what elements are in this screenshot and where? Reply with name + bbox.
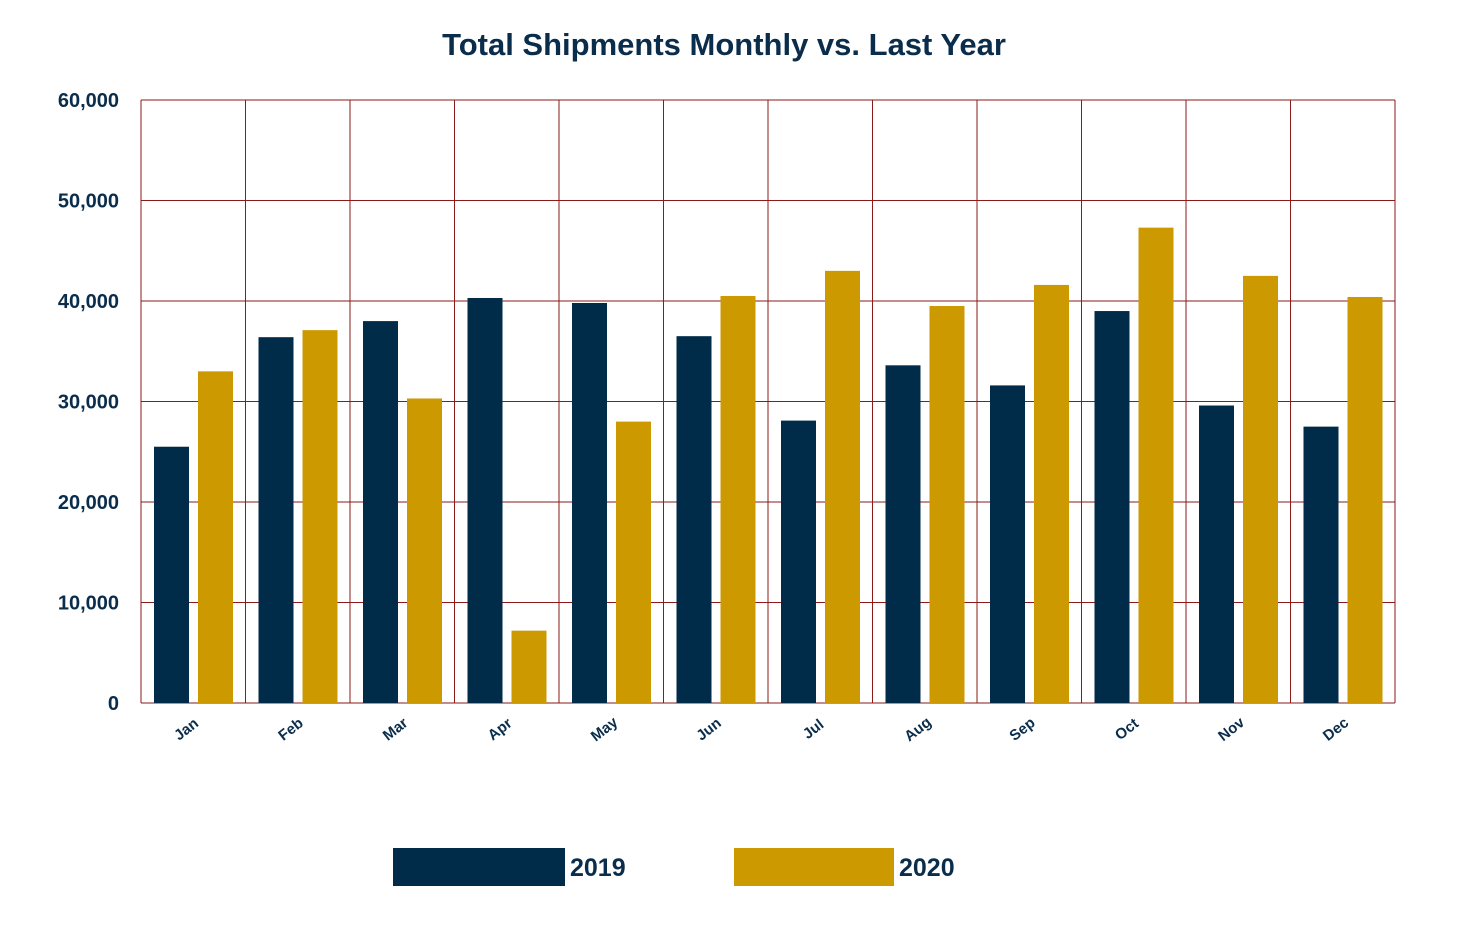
x-tick-label: Aug — [901, 714, 934, 745]
bar-2019-nov — [1199, 405, 1234, 703]
bar-2020-aug — [929, 306, 965, 703]
bar-2019-apr — [467, 297, 503, 703]
legend: 2019 2020 — [393, 848, 955, 886]
y-tick-label: 10,000 — [58, 593, 119, 615]
legend-swatch-2020 — [734, 848, 894, 886]
bar-2019-jan — [154, 446, 189, 703]
bar-2020-dec — [1347, 296, 1383, 703]
chart-title: Total Shipments Monthly vs. Last Year — [442, 27, 1006, 62]
bar-2019-mar — [363, 321, 398, 703]
bar-2020-jun — [720, 295, 756, 703]
x-tick-label: Dec — [1320, 714, 1352, 744]
x-tick-label: Oct — [1112, 715, 1142, 744]
x-tick-label: Jan — [171, 715, 202, 744]
bar-2019-aug — [885, 365, 921, 703]
legend-label-2019: 2019 — [570, 854, 626, 882]
x-tick-label: Apr — [485, 715, 516, 744]
x-tick-label: Feb — [275, 715, 306, 745]
x-tick-label: Sep — [1006, 714, 1038, 744]
bar-2019-jun — [676, 336, 712, 703]
bar-2020-mar — [407, 398, 442, 703]
bar-2019-jul — [781, 420, 816, 703]
x-tick-label: Nov — [1215, 714, 1248, 745]
y-tick-label: 50,000 — [58, 191, 119, 213]
bar-2020-nov — [1243, 275, 1278, 703]
bar-2020-sep — [1034, 284, 1069, 703]
x-tick-label: May — [588, 713, 622, 745]
bars — [154, 227, 1383, 703]
bar-2020-jul — [825, 270, 860, 703]
bar-2020-feb — [302, 330, 338, 703]
legend-swatch-2019 — [393, 848, 565, 886]
bar-2019-oct — [1094, 311, 1130, 703]
x-tick-label: Jun — [693, 715, 724, 745]
y-tick-label: 40,000 — [58, 291, 119, 313]
legend-label-2020: 2020 — [899, 854, 955, 882]
bar-2019-feb — [258, 337, 294, 703]
bar-2020-apr — [511, 630, 547, 703]
y-tick-label: 30,000 — [58, 392, 119, 414]
x-tick-label: Jul — [800, 716, 828, 743]
bar-2019-sep — [990, 385, 1025, 703]
y-tick-label: 60,000 — [58, 90, 119, 112]
bar-2020-jan — [198, 371, 233, 703]
y-tick-label: 20,000 — [58, 492, 119, 514]
y-tick-label: 0 — [108, 693, 119, 715]
bar-2019-may — [572, 303, 607, 703]
grid — [140, 99, 1396, 704]
bar-2020-oct — [1138, 227, 1174, 703]
bar-2019-dec — [1303, 426, 1339, 703]
bar-2020-may — [616, 421, 651, 703]
x-tick-label: Mar — [380, 714, 412, 744]
